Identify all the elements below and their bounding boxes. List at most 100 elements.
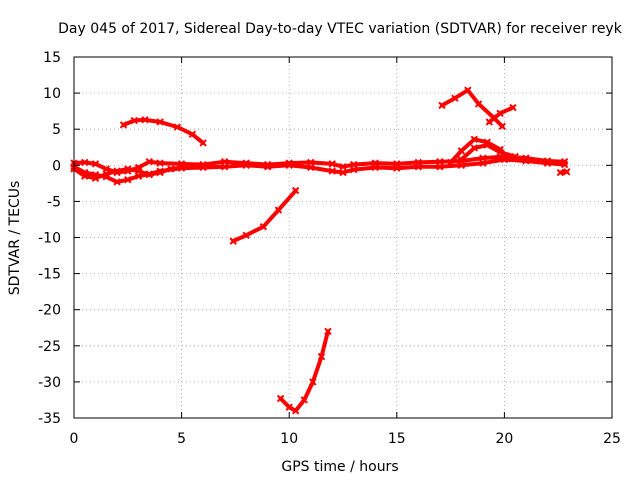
data-point [438, 101, 446, 110]
data-point [511, 152, 519, 161]
data-point [474, 100, 483, 108]
data-point [300, 396, 308, 404]
data-point [371, 163, 379, 172]
data-point [393, 164, 401, 172]
data-point [173, 123, 182, 131]
x-axis-label: GPS time / hours [281, 459, 398, 475]
data-point [483, 141, 491, 149]
data-point [242, 231, 250, 240]
x-tick-label: 25 [603, 431, 621, 447]
series-arc-morning [121, 117, 206, 145]
data-point [479, 159, 487, 167]
y-tick-label: -30 [38, 375, 61, 391]
data-point [242, 161, 250, 170]
data-point [509, 103, 517, 112]
y-tick-label: -35 [38, 411, 61, 427]
data-point [556, 168, 565, 177]
x-tick-label: 15 [388, 431, 406, 447]
data-point [102, 170, 110, 178]
data-point [328, 160, 336, 168]
data-point [119, 121, 128, 129]
data-point [145, 157, 154, 166]
data-point [522, 157, 530, 165]
data-point [130, 116, 138, 125]
data-point [199, 139, 207, 147]
data-point [328, 167, 336, 175]
y-tick-label: 15 [43, 50, 61, 66]
data-point [285, 161, 293, 170]
y-tick-label: -15 [38, 267, 61, 283]
data-point [220, 163, 229, 171]
y-tick-label: -20 [38, 303, 61, 319]
data-point [141, 116, 149, 124]
data-point [457, 161, 466, 170]
data-point [451, 94, 459, 102]
data-series-group [70, 86, 571, 415]
y-tick-label: -5 [47, 194, 61, 210]
data-point [263, 163, 272, 171]
data-point [446, 158, 455, 167]
data-point [436, 163, 444, 171]
data-point [276, 394, 285, 403]
data-point [339, 168, 347, 177]
data-point [91, 174, 100, 183]
data-point [498, 122, 506, 131]
data-point [199, 163, 207, 172]
data-point [470, 144, 478, 152]
data-point [229, 237, 237, 245]
data-point [167, 165, 175, 173]
data-point [188, 130, 197, 138]
data-point [81, 158, 89, 167]
data-point [543, 159, 552, 167]
y-tick-label: 0 [52, 158, 61, 174]
y-axis-label: SDTVAR / TECUs [7, 181, 23, 296]
data-point [457, 155, 466, 164]
axis-ticks [73, 56, 613, 419]
data-point [145, 170, 154, 179]
data-point [156, 118, 164, 126]
data-point [309, 378, 317, 386]
data-point [285, 403, 293, 411]
data-point [457, 147, 466, 155]
data-point [156, 159, 164, 167]
data-point [470, 135, 478, 144]
data-point [124, 176, 132, 184]
data-point [81, 172, 89, 180]
y-tick-label: -10 [38, 231, 61, 247]
data-point [124, 165, 132, 173]
data-point [291, 186, 300, 195]
tick-labels: 0 5 10 15 20 25 15 10 5 0 -5 -10 -15 -20 -25 -30 -35 [38, 50, 621, 447]
data-point [317, 352, 326, 361]
data-point [414, 163, 423, 171]
data-point [177, 163, 186, 172]
data-point [113, 178, 121, 186]
series-ramp-midday [231, 188, 298, 244]
data-point [485, 118, 494, 126]
data-point [134, 167, 143, 175]
y-tick-label: 5 [52, 122, 61, 138]
data-point [259, 222, 268, 231]
data-point [91, 160, 100, 168]
x-tick-label: 20 [495, 431, 513, 447]
x-tick-label: 5 [177, 431, 186, 447]
data-point [560, 160, 569, 169]
data-point [324, 327, 332, 336]
data-point [464, 86, 472, 94]
data-point [496, 109, 504, 118]
data-point [291, 407, 300, 415]
data-point [274, 206, 283, 214]
y-tick-label: 10 [43, 86, 61, 102]
y-tick-label: -25 [38, 339, 61, 355]
data-point [339, 163, 347, 171]
chart-title: Day 045 of 2017, Sidereal Day-to-day VTE… [58, 21, 623, 37]
data-point [350, 165, 358, 174]
data-point [563, 168, 571, 176]
data-point [496, 148, 504, 157]
x-tick-label: 0 [70, 431, 79, 447]
data-point [113, 167, 121, 175]
data-point [307, 163, 315, 172]
x-tick-label: 10 [280, 431, 298, 447]
data-point [156, 168, 164, 177]
grid-lines [74, 57, 612, 418]
